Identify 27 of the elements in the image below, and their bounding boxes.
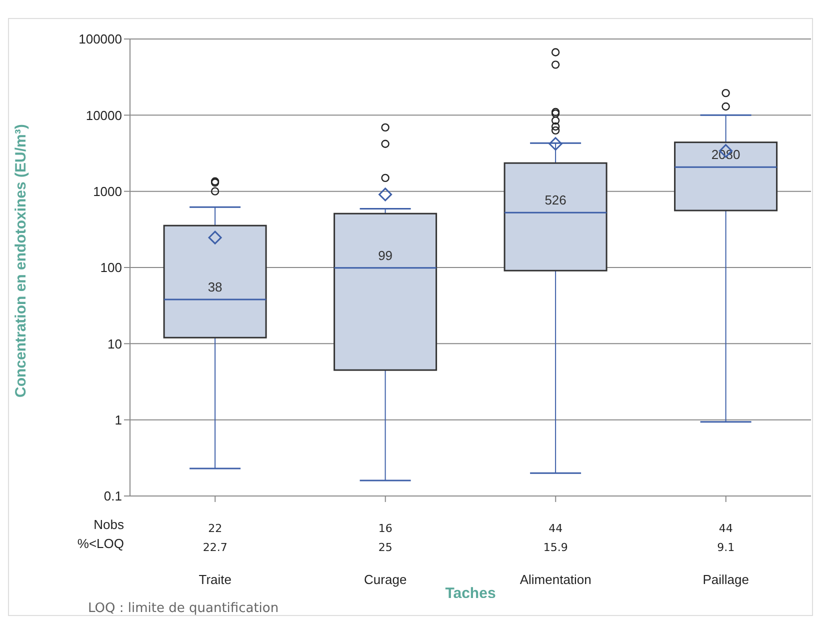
text: 22.7 xyxy=(202,541,228,554)
y-tick-label: 10 xyxy=(108,336,122,352)
text: %<LOQ xyxy=(77,536,124,551)
text: 16 xyxy=(378,522,392,535)
text: 44 xyxy=(718,522,733,535)
text: 526 xyxy=(544,192,566,208)
y-tick-label: 100 xyxy=(100,260,122,276)
y-tick-label: 10000 xyxy=(86,108,122,123)
text: 22 xyxy=(208,522,222,535)
text: LOQ : limite de quantification xyxy=(88,601,279,616)
text: 15.9 xyxy=(543,541,568,554)
y-tick-label: 1000 xyxy=(93,184,122,199)
x-tick-label: Traite xyxy=(198,572,232,587)
x-tick-label: Alimentation xyxy=(520,572,592,587)
y-tick-label: 0.1 xyxy=(104,488,122,504)
text: Nobs xyxy=(94,517,124,532)
text: 38 xyxy=(208,280,222,295)
x-tick-label: Paillage xyxy=(702,572,750,587)
text: 25 xyxy=(378,541,392,554)
y-axis-title: Concentration en endotoxines (EU/m³) xyxy=(12,124,30,398)
x-tick-label: Curage xyxy=(364,572,407,587)
x-axis-title: Taches xyxy=(445,585,496,602)
text: 9.1 xyxy=(717,541,735,554)
y-tick-label: 1 xyxy=(114,412,122,428)
text: 99 xyxy=(378,248,393,263)
y-tick-label: 100000 xyxy=(78,32,122,47)
text: 44 xyxy=(548,522,563,535)
